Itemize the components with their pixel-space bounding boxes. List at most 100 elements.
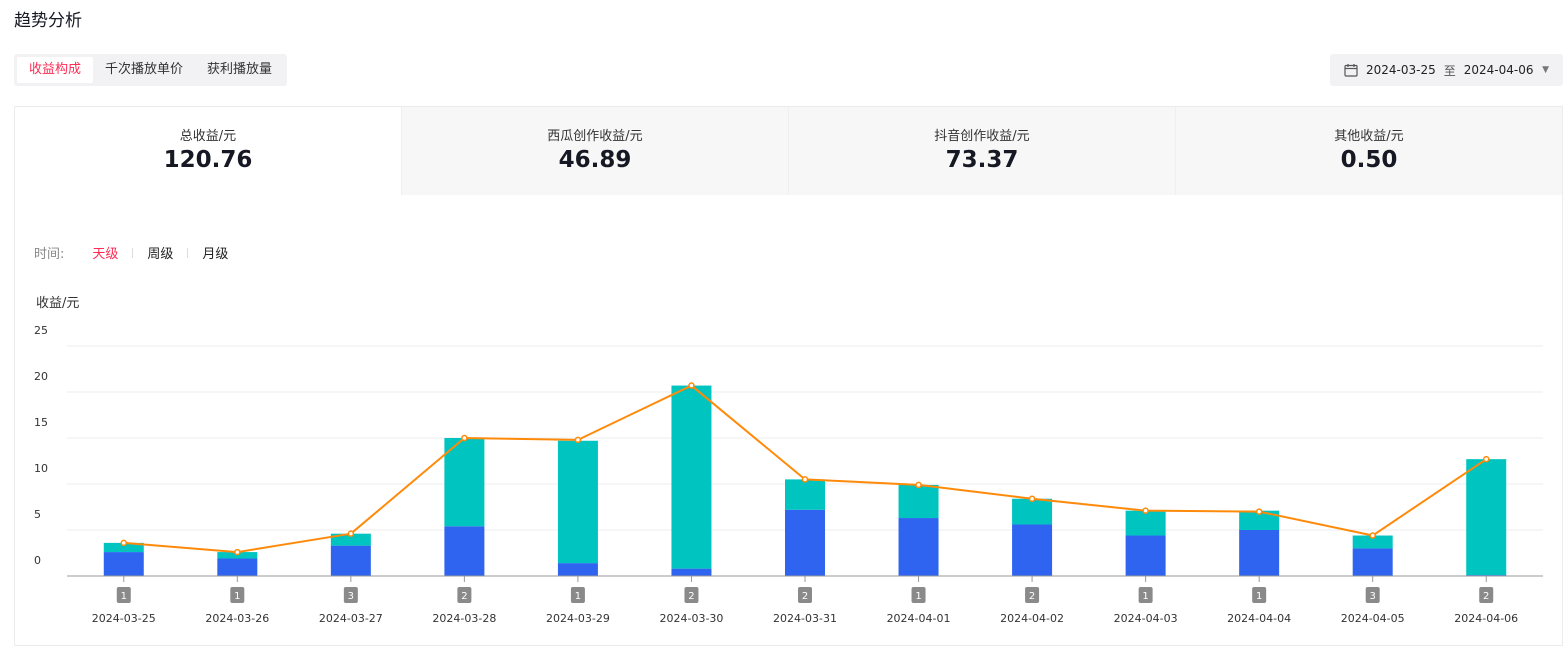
line-point [1142,507,1149,514]
count-badge-label: 1 [1142,591,1148,602]
bar-segment-blue [330,545,371,576]
x-tick-label: 2024-04-06 [1454,612,1518,625]
bar-segment-teal [898,484,939,519]
stat-cards: 总收益/元 120.76 西瓜创作收益/元 46.89 抖音创作收益/元 73.… [15,107,1562,195]
divider [132,247,134,258]
x-tick-label: 2024-04-01 [887,612,951,625]
count-badge [230,587,245,603]
tab-cpm[interactable]: 千次播放单价 [105,62,184,77]
stat-value: 46.89 [558,147,632,173]
bar-segment-blue [898,518,939,576]
line-point [915,481,922,489]
x-tick-label: 2024-03-27 [319,612,383,625]
line-point [1369,532,1376,539]
count-badge [684,587,699,603]
stat-value: 73.37 [945,147,1019,173]
bar-segment-teal [671,385,712,569]
count-badge-label: 2 [461,591,467,602]
stat-label: 总收益/元 [179,129,237,144]
line-point [347,530,355,537]
y-tick-label: 20 [34,370,48,383]
stat-label: 西瓜创作收益/元 [547,129,643,144]
count-badge [1479,587,1494,603]
granularity-week[interactable]: 周级 [147,247,174,262]
stat-total-revenue[interactable]: 总收益/元 120.76 [15,107,401,195]
date-separator: 至 [1443,63,1456,78]
stat-douyin-revenue[interactable]: 抖音创作收益/元 73.37 [788,107,1175,195]
line-point [688,382,695,389]
line-point [574,436,582,444]
x-tick-label: 2024-03-31 [773,612,837,625]
bar-segment-blue [103,552,144,576]
y-tick-label: 25 [34,324,48,337]
bar-segment-blue [1125,535,1166,576]
bar-segment-blue [1012,524,1053,576]
x-tick-label: 2024-03-26 [205,612,269,625]
granularity-month[interactable]: 月级 [202,247,229,262]
count-badge-label: 1 [1256,591,1262,602]
y-axis-title: 收益/元 [36,296,79,311]
x-tick-label: 2024-03-28 [432,612,496,625]
count-badge [1025,587,1040,603]
count-badge [798,587,812,603]
stat-other-revenue[interactable]: 其他收益/元 0.50 [1175,107,1562,195]
y-tick-label: 15 [34,416,48,429]
divider [187,247,189,258]
bar-segment-blue [1352,548,1393,576]
date-range-picker[interactable]: 2024-03-25 至 2024-04-06 ▼ [1330,54,1563,86]
bar-segment-blue [444,526,485,576]
x-tick-label: 2024-03-25 [92,612,156,625]
x-tick-label: 2024-04-04 [1227,612,1291,625]
count-badge [911,587,926,603]
line-point [234,548,241,556]
stat-xigua-revenue[interactable]: 西瓜创作收益/元 46.89 [401,107,788,195]
bar-segment-teal [785,479,825,510]
bar-segment-teal [1466,459,1507,576]
count-badge [1138,587,1153,603]
count-badge-label: 1 [575,591,581,602]
date-end: 2024-04-06 [1463,63,1534,77]
bar-segment-teal [103,542,144,553]
tab-revenue-composition[interactable]: 收益构成 [17,57,94,83]
count-badge-label: 2 [802,591,808,602]
date-start: 2024-03-25 [1366,63,1436,77]
chevron-down-icon: ▼ [1542,65,1549,75]
stat-value: 120.76 [163,147,253,173]
y-tick-label: 0 [34,554,41,567]
bar-segment-teal [1125,510,1166,536]
count-badge-label: 1 [234,591,240,602]
count-badge [570,587,585,603]
granularity-label: 时间: [34,247,65,262]
count-badge [457,587,472,603]
line-point [801,476,809,483]
bar-segment-teal [1012,498,1053,525]
count-badge-label: 1 [121,591,127,602]
count-badge-label: 3 [348,591,354,602]
bar-segment-blue [1239,530,1280,576]
bar-segment-teal [444,438,485,527]
count-badge [1252,587,1267,603]
page-title: 趋势分析 [14,11,82,31]
stat-label: 抖音创作收益/元 [934,129,1030,144]
bar-segment-teal [557,440,598,564]
count-badge-label: 2 [1029,591,1035,602]
x-tick-label: 2024-04-05 [1341,612,1405,625]
count-badge [1365,587,1380,603]
count-badge-label: 1 [915,591,921,602]
tab-bar: 收益构成 千次播放单价 获利播放量 [14,54,288,86]
count-badge [343,587,358,603]
line-point [461,434,468,442]
count-badge [116,587,131,603]
tab-monetized-views[interactable]: 获利播放量 [207,62,273,77]
bar-segment-teal [330,533,371,546]
line-point [1482,455,1490,463]
bar-segment-blue [785,509,825,576]
x-tick-label: 2024-03-29 [546,612,610,625]
bar-segment-blue [671,568,712,576]
count-badge-label: 2 [688,591,694,602]
granularity-day[interactable]: 天级 [92,247,119,262]
line-point [1255,508,1263,515]
calendar-icon [1344,64,1358,77]
time-granularity: 时间: 天级 周级 月级 [34,243,242,262]
